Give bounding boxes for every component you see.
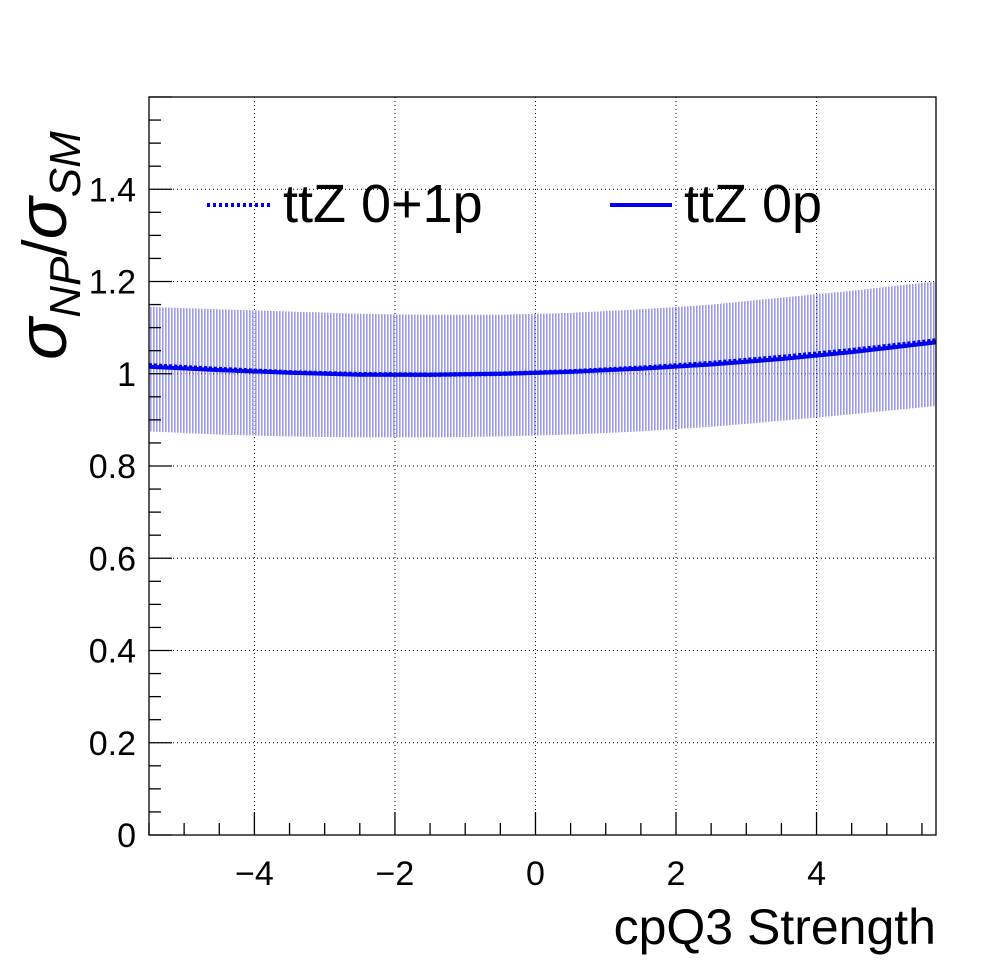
legend: ttZ 0+1p ttZ 0p (207, 174, 822, 234)
y-title-sigma-sm: σ (3, 194, 81, 239)
y-title-sigma-np: σ (3, 315, 81, 360)
series-line-ttz-0p (149, 340, 936, 377)
x-axis: −4 −2 0 2 4 (148, 812, 923, 893)
series-layer (149, 338, 936, 377)
y-axis-title: σNP/σSM (3, 131, 90, 360)
x-tick-label: 2 (667, 855, 686, 893)
y-tick-label: 1.4 (89, 171, 136, 209)
y-tick-label: 0.6 (89, 540, 136, 578)
x-tick-label: −2 (376, 855, 415, 893)
x-tick-label: 0 (526, 855, 545, 893)
y-title-slash: / (11, 239, 80, 257)
y-title-sub-np: NP (41, 256, 90, 318)
y-tick-label: 0.2 (89, 725, 136, 763)
uncertainty-band (149, 281, 936, 438)
x-tick-label: −4 (235, 855, 274, 893)
legend-label-ttz-0-1p: ttZ 0+1p (283, 174, 483, 234)
y-tick-label: 0 (117, 817, 136, 855)
y-tick-label: 1 (117, 356, 136, 394)
legend-label-ttz-0p: ttZ 0p (684, 174, 822, 234)
y-tick-label: 0.8 (89, 448, 136, 486)
svg-text:σNP/σSM: σNP/σSM (3, 131, 90, 360)
x-axis-title: cpQ3 Strength (614, 899, 936, 955)
x-tick-label: 4 (807, 855, 826, 893)
y-title-sub-sm: SM (41, 131, 90, 197)
y-tick-label: 1.2 (89, 264, 136, 302)
y-axis: 0 0.2 0.4 0.6 0.8 1 1.2 1.4 (89, 96, 172, 855)
grid (149, 97, 936, 835)
y-tick-label: 0.4 (89, 633, 136, 671)
